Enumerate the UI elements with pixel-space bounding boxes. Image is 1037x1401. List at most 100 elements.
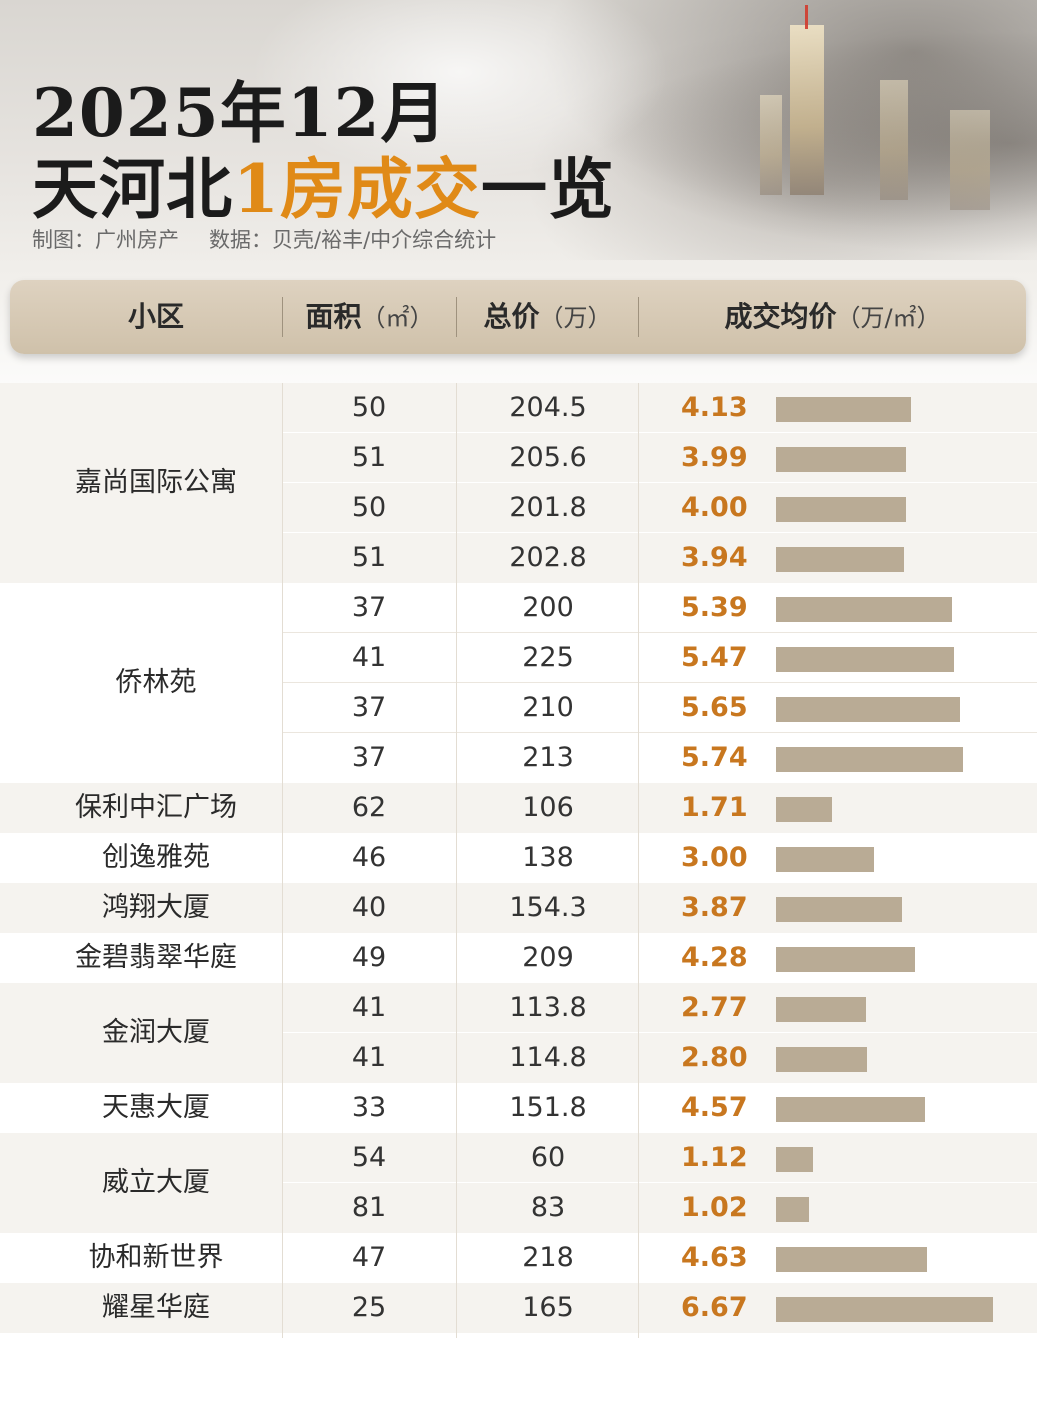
table-row: 41 114.8 2.80 [282, 1033, 1037, 1083]
avg-price-value: 2.80 [681, 1042, 748, 1073]
community-group: 耀星华庭 25 165 6.67 [0, 1283, 1037, 1333]
community-group: 协和新世界 47 218 4.63 [0, 1233, 1037, 1283]
avg-price-value: 5.65 [681, 692, 748, 723]
avg-price-value: 3.94 [681, 542, 748, 573]
total-price-value: 165 [522, 1292, 574, 1323]
avg-price-bar [776, 497, 907, 522]
community-group: 创逸雅苑 46 138 3.00 [0, 833, 1037, 883]
area-value: 37 [351, 592, 387, 623]
avg-price-bar [776, 797, 832, 822]
title-prefix: 天河北 [32, 150, 233, 228]
avg-price-bar [776, 947, 916, 972]
avg-price-bar [776, 747, 963, 772]
column-header-unit: （万/㎡） [836, 304, 941, 332]
total-price-value: 209 [522, 942, 574, 973]
avg-price-value: 4.00 [681, 492, 748, 523]
area-value: 46 [351, 842, 387, 873]
table-row: 40 154.3 3.87 [282, 883, 1037, 933]
avg-price-value: 1.02 [681, 1192, 748, 1223]
area-value: 37 [351, 692, 387, 723]
column-header-label: 总价 [483, 300, 540, 333]
total-price-value: 60 [530, 1142, 566, 1173]
column-divider [638, 383, 639, 1338]
avg-price-bar [776, 447, 906, 472]
community-group: 嘉尚国际公寓 50 204.5 4.13 51 205.6 3.99 50 201.8 4.00 5… [0, 383, 1037, 583]
total-price-value: 225 [522, 642, 574, 673]
community-group: 威立大厦 54 60 1.12 81 83 1.02 [0, 1133, 1037, 1233]
avg-price-bar [776, 597, 952, 622]
avg-price-bar [776, 1297, 994, 1322]
avg-price-value: 4.63 [681, 1242, 748, 1273]
column-header-label: 成交均价 [724, 300, 837, 333]
credit-maker: 制图：广州房产 [32, 228, 179, 252]
column-divider [456, 383, 457, 1338]
column-header-price: 总价（万） [457, 280, 638, 354]
community-group: 金碧翡翠华庭 49 209 4.28 [0, 933, 1037, 983]
table-header: 小区 面积（㎡） 总价（万） 成交均价（万/㎡） [10, 280, 1026, 354]
column-header-area: 面积（㎡） [283, 280, 456, 354]
community-name: 威立大厦 [102, 1167, 210, 1198]
column-divider [282, 383, 283, 1338]
avg-price-value: 6.67 [681, 1292, 748, 1323]
area-value: 33 [351, 1092, 387, 1123]
row-divider [282, 682, 1037, 683]
community-name: 金碧翡翠华庭 [75, 942, 237, 973]
area-value: 47 [351, 1242, 387, 1273]
avg-price-bar [776, 847, 874, 872]
skyscraper-illustration [950, 110, 990, 210]
avg-price-bar [776, 1197, 810, 1222]
row-divider [282, 732, 1037, 733]
area-value: 41 [351, 992, 387, 1023]
title-accent: 1房成交 [233, 150, 481, 228]
header-divider [638, 297, 639, 337]
area-value: 49 [351, 942, 387, 973]
total-price-value: 151.8 [509, 1092, 587, 1123]
column-header-community: 小区 [30, 280, 282, 354]
area-value: 37 [351, 742, 387, 773]
area-value: 54 [351, 1142, 387, 1173]
row-divider [282, 432, 1037, 433]
table-row: 50 204.5 4.13 [282, 383, 1037, 433]
skyscraper-illustration [880, 80, 908, 200]
mist-overlay [250, 0, 670, 180]
avg-price-bar [776, 547, 905, 572]
community-name: 耀星华庭 [102, 1292, 210, 1323]
table-row: 37 200 5.39 [282, 583, 1037, 633]
skyscraper-illustration [790, 25, 824, 195]
community-name: 协和新世界 [88, 1242, 224, 1273]
avg-price-value: 1.71 [681, 792, 748, 823]
community-group: 鸿翔大厦 40 154.3 3.87 [0, 883, 1037, 933]
row-divider [282, 482, 1037, 483]
avg-price-value: 4.28 [681, 942, 748, 973]
avg-price-value: 1.12 [681, 1142, 748, 1173]
area-value: 40 [351, 892, 387, 923]
area-value: 81 [351, 1192, 387, 1223]
area-value: 51 [351, 442, 387, 473]
total-price-value: 204.5 [509, 392, 587, 423]
community-name: 侨林苑 [115, 667, 197, 698]
table-row: 62 106 1.71 [282, 783, 1037, 833]
total-price-value: 201.8 [509, 492, 587, 523]
community-group: 金润大厦 41 113.8 2.77 41 114.8 2.80 [0, 983, 1037, 1083]
table-row: 33 151.8 4.57 [282, 1083, 1037, 1133]
avg-price-bar [776, 897, 903, 922]
page-title-date: 2025年12月 [32, 74, 448, 152]
tower-spire [805, 5, 808, 29]
total-price-value: 114.8 [509, 1042, 587, 1073]
table-row: 41 113.8 2.77 [282, 983, 1037, 1033]
table-row: 47 218 4.63 [282, 1233, 1037, 1283]
column-header-label: 面积 [305, 300, 362, 333]
area-value: 41 [351, 642, 387, 673]
avg-price-bar [776, 1047, 868, 1072]
community-name: 金润大厦 [102, 1017, 210, 1048]
table-row: 37 213 5.74 [282, 733, 1037, 783]
community-group: 保利中汇广场 62 106 1.71 [0, 783, 1037, 833]
table-row: 50 201.8 4.00 [282, 483, 1037, 533]
column-header-unit: （万） [539, 304, 612, 332]
table-row: 81 83 1.02 [282, 1183, 1037, 1233]
row-divider [282, 632, 1037, 633]
table-row: 25 165 6.67 [282, 1283, 1037, 1333]
total-price-value: 138 [522, 842, 574, 873]
total-price-value: 113.8 [509, 992, 587, 1023]
table-row: 37 210 5.65 [282, 683, 1037, 733]
